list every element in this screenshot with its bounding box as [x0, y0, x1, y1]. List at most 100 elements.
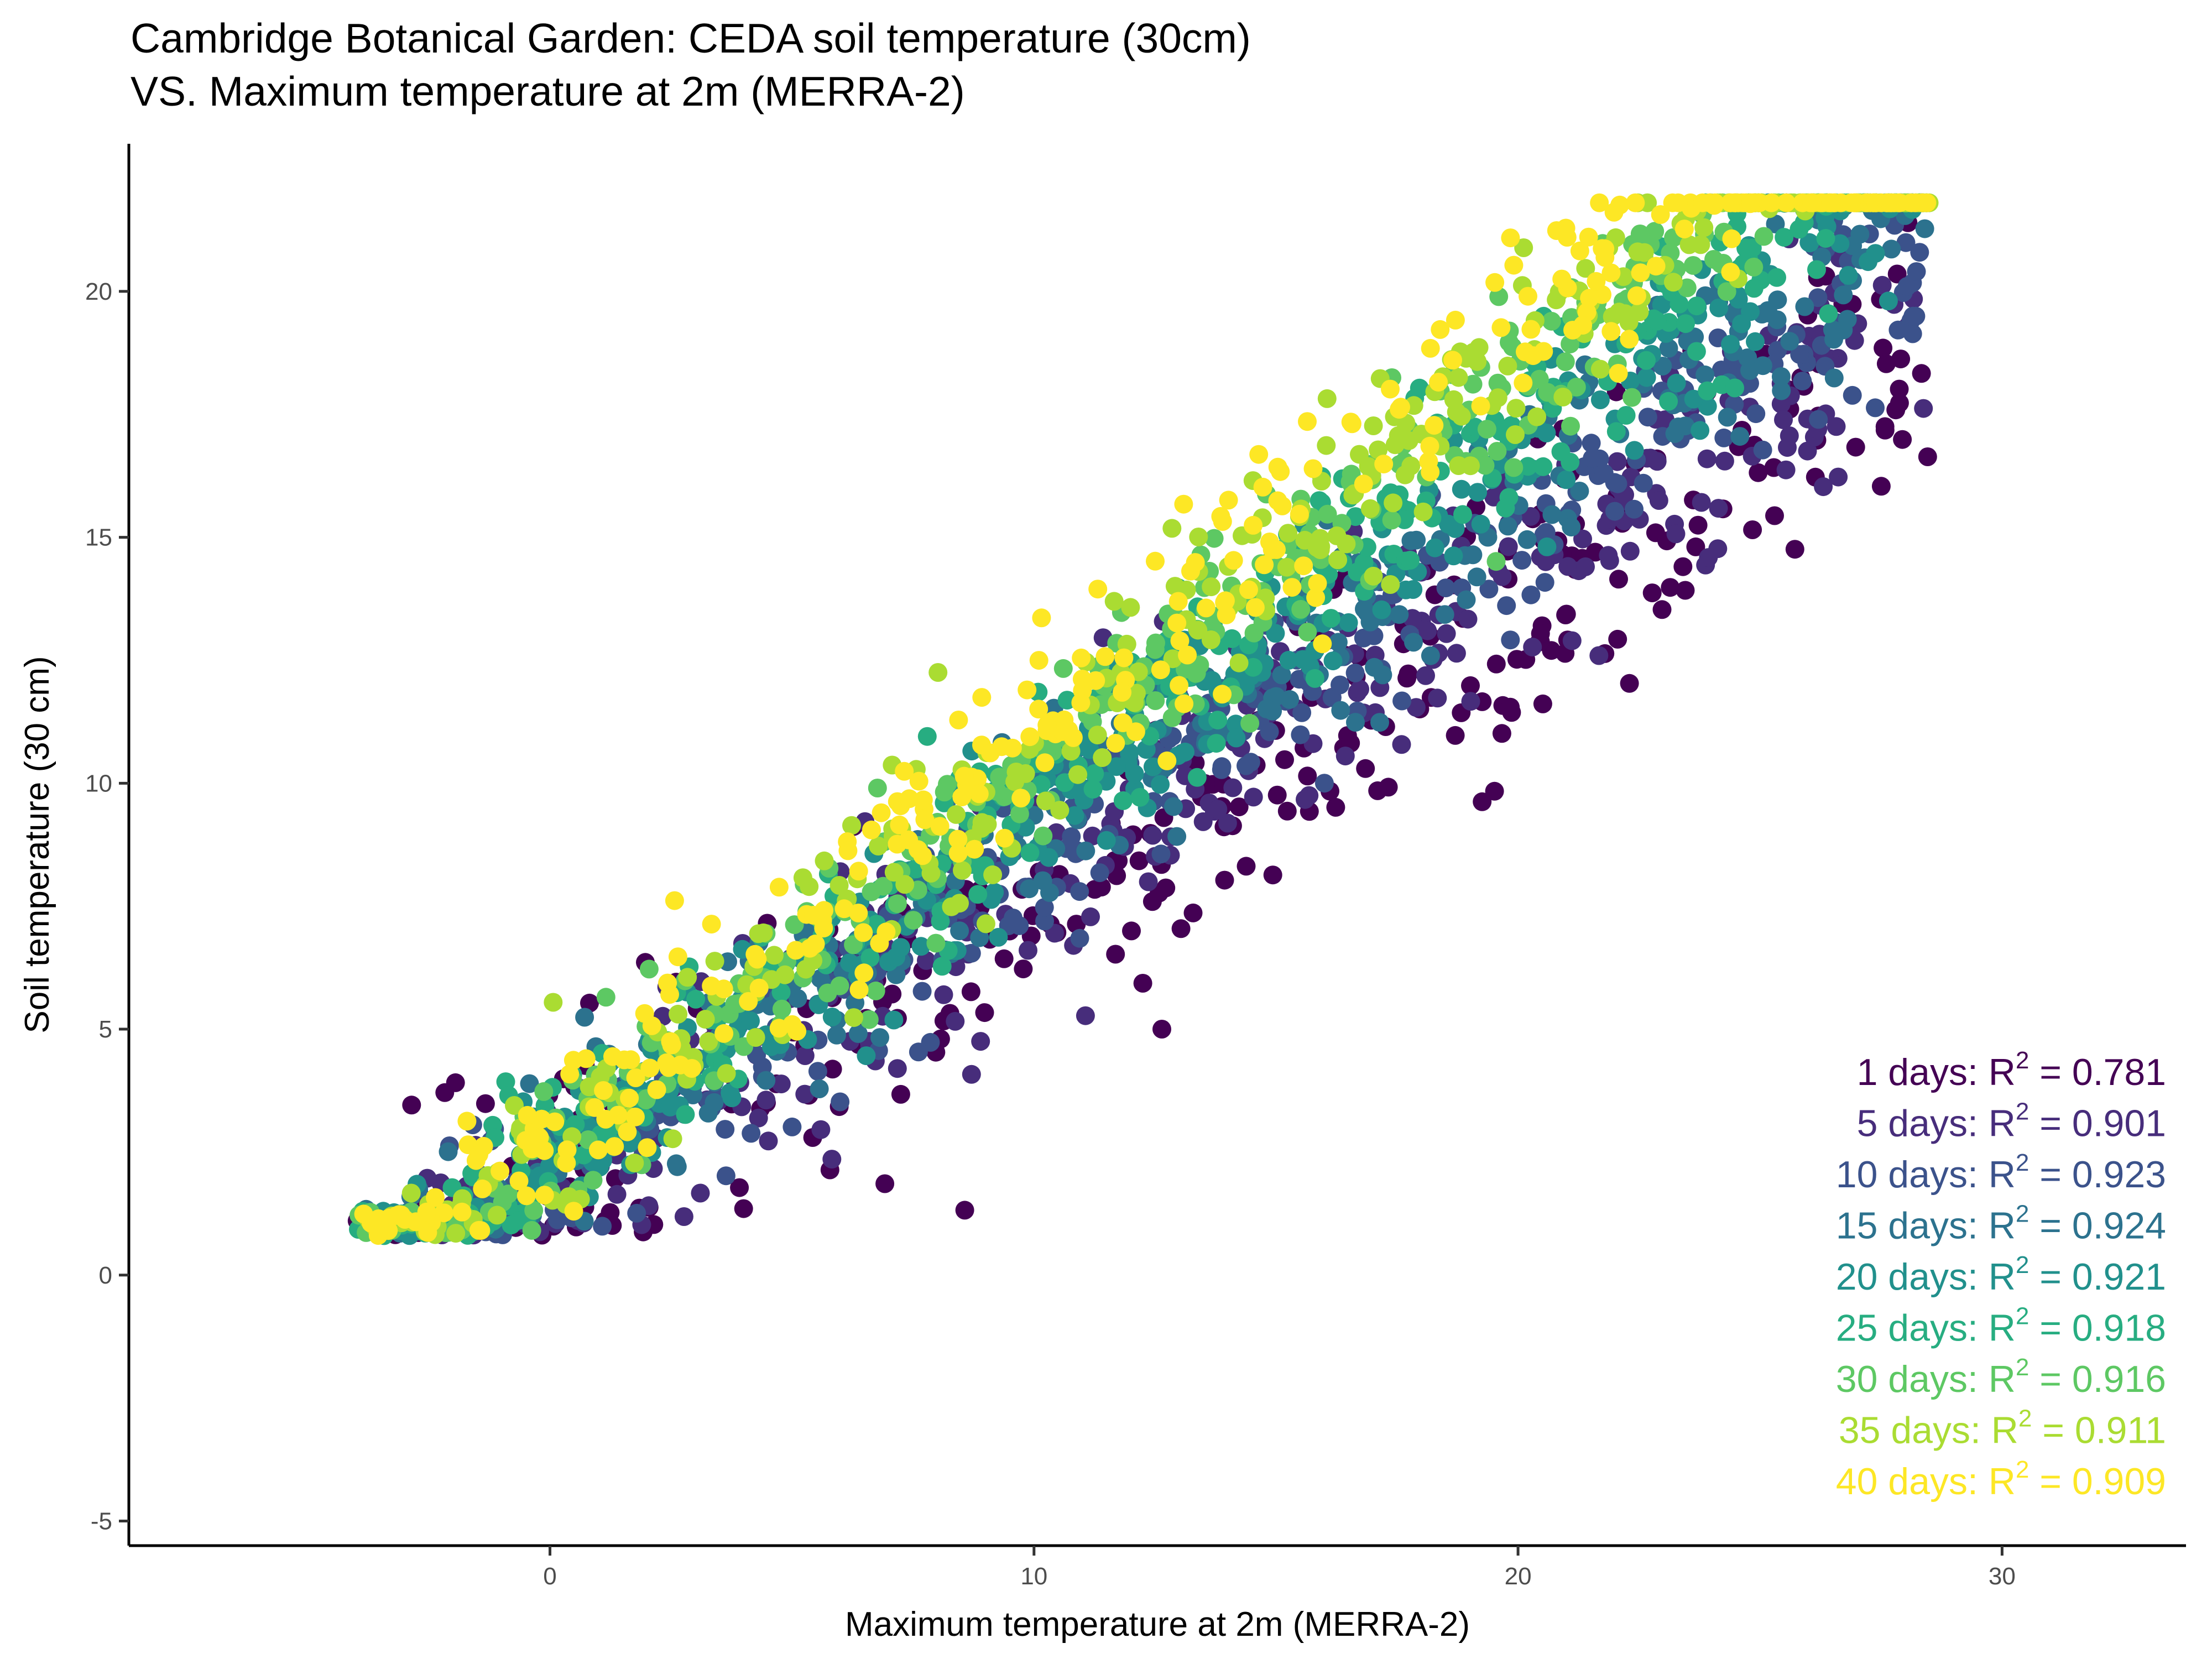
- data-point: [1802, 193, 1822, 212]
- data-point: [1420, 436, 1439, 456]
- data-point: [800, 938, 820, 958]
- data-point: [1313, 634, 1332, 654]
- data-point: [626, 1068, 645, 1087]
- data-point: [1068, 765, 1088, 784]
- data-point: [1645, 222, 1665, 241]
- data-point: [1486, 654, 1506, 674]
- annotation-superscript: 2: [2016, 1047, 2029, 1074]
- data-point: [642, 1016, 661, 1035]
- data-point: [1704, 250, 1723, 269]
- data-point: [702, 915, 721, 934]
- data-point: [1072, 648, 1091, 667]
- data-point: [1484, 487, 1504, 507]
- data-point: [1670, 294, 1689, 314]
- data-point: [1477, 420, 1496, 439]
- data-point: [1129, 851, 1149, 870]
- annotation-label: 30 days:: [1836, 1358, 1989, 1400]
- data-point: [534, 1082, 554, 1101]
- data-point: [1659, 338, 1678, 358]
- data-point: [980, 743, 1000, 763]
- data-point: [1444, 546, 1463, 566]
- data-point: [721, 1083, 740, 1102]
- annotation-value: = 0.911: [2032, 1410, 2166, 1452]
- data-point: [1749, 463, 1768, 482]
- data-point: [1744, 258, 1764, 276]
- x-axis-title: Maximum temperature at 2m (MERRA-2): [845, 1605, 1470, 1644]
- data-point: [1627, 286, 1646, 305]
- data-point: [1609, 570, 1628, 589]
- data-point: [620, 1088, 639, 1108]
- data-point: [1691, 421, 1710, 440]
- data-point: [1562, 631, 1582, 650]
- data-point: [1524, 346, 1543, 366]
- data-point: [995, 828, 1014, 848]
- annotation-superscript: 2: [2016, 1149, 2029, 1176]
- data-point: [1780, 332, 1799, 351]
- data-point: [1356, 759, 1375, 778]
- data-point: [1346, 713, 1365, 732]
- annotation-r: R: [1989, 1154, 2016, 1196]
- data-point: [1020, 843, 1040, 862]
- data-point: [1903, 324, 1922, 343]
- data-point: [1413, 502, 1433, 521]
- y-tick-label: 20: [85, 278, 112, 305]
- data-point: [1425, 416, 1444, 435]
- data-point: [1896, 233, 1916, 252]
- data-point: [1070, 928, 1089, 948]
- y-tick-label: 15: [85, 524, 112, 551]
- data-point: [1582, 434, 1601, 453]
- data-point: [1695, 365, 1715, 384]
- data-point: [435, 1083, 455, 1102]
- data-point: [1146, 691, 1165, 710]
- data-point: [1694, 218, 1714, 237]
- data-point: [1463, 374, 1483, 394]
- data-point: [1055, 710, 1074, 729]
- data-point: [1063, 728, 1083, 747]
- data-point: [912, 982, 932, 1001]
- data-point: [932, 957, 952, 976]
- data-point: [1244, 787, 1263, 807]
- data-point: [884, 1010, 904, 1030]
- data-point: [1130, 787, 1150, 807]
- data-point: [1029, 700, 1048, 719]
- data-point: [659, 1058, 679, 1077]
- data-point: [1020, 727, 1040, 747]
- data-point: [523, 1139, 542, 1159]
- data-point: [1280, 690, 1300, 709]
- annotation-label: 40 days:: [1836, 1460, 1989, 1503]
- data-point: [1649, 491, 1668, 510]
- data-point: [972, 688, 992, 707]
- data-point: [1227, 728, 1246, 748]
- data-point: [668, 947, 687, 967]
- data-point: [1809, 410, 1828, 429]
- data-point: [544, 993, 563, 1012]
- data-point: [614, 1050, 634, 1070]
- y-tick-label: 5: [99, 1016, 112, 1043]
- data-point: [830, 876, 849, 895]
- data-point: [1122, 921, 1141, 941]
- data-point: [1767, 268, 1786, 287]
- data-point: [765, 946, 784, 965]
- data-point: [1768, 290, 1787, 310]
- data-point: [1753, 440, 1772, 460]
- data-point: [1912, 364, 1931, 383]
- data-point: [950, 921, 969, 941]
- data-point: [1538, 383, 1557, 402]
- data-point: [1914, 399, 1933, 418]
- data-point: [1215, 870, 1234, 890]
- data-point: [1145, 640, 1165, 659]
- data-point: [962, 1065, 981, 1084]
- data-point: [1793, 372, 1812, 391]
- axes-layer: [119, 144, 2186, 1556]
- data-point: [965, 839, 984, 859]
- data-point: [535, 1186, 554, 1205]
- data-point: [1202, 577, 1221, 597]
- data-point: [716, 1166, 735, 1186]
- data-point: [661, 1032, 680, 1051]
- data-point: [1421, 646, 1440, 665]
- data-point: [1846, 437, 1865, 457]
- data-point: [811, 1120, 831, 1139]
- data-point: [596, 1109, 615, 1129]
- data-point: [1040, 883, 1059, 902]
- data-point: [1163, 649, 1182, 669]
